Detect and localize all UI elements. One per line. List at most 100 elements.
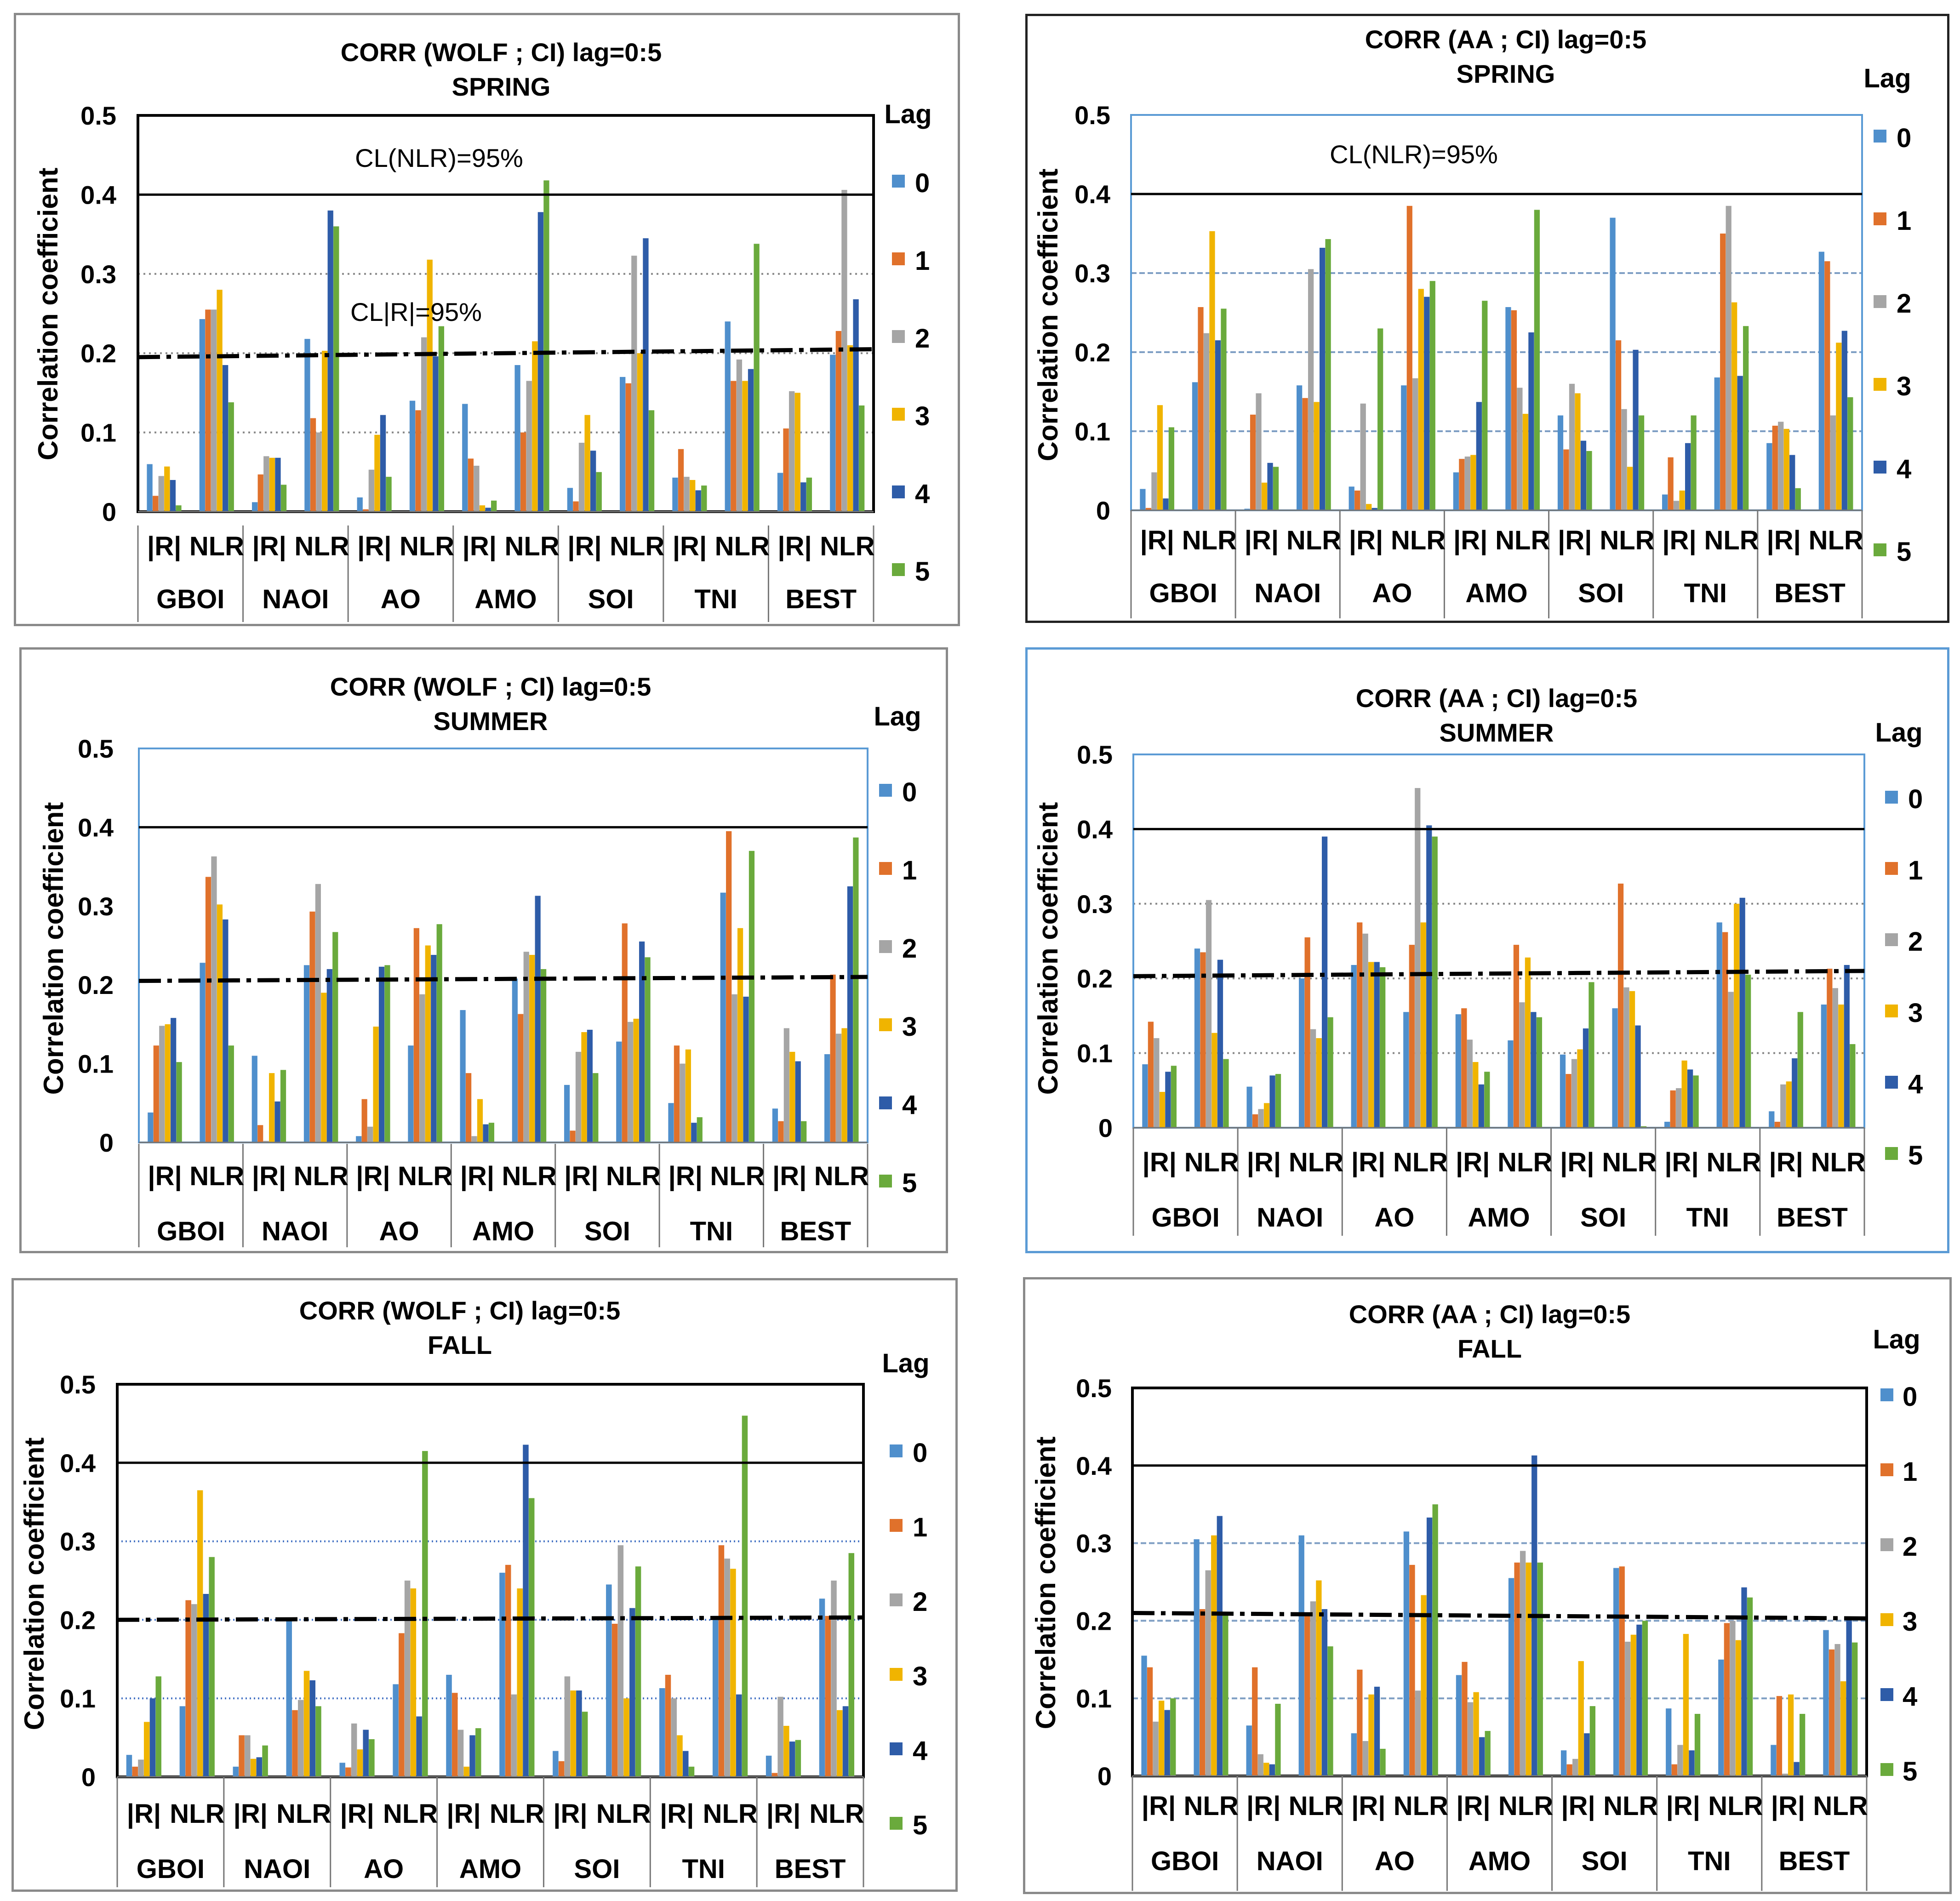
bar-gboi-nlr-lag4 bbox=[1217, 959, 1223, 1128]
bar-amo-nlr-lag0 bbox=[499, 1572, 505, 1777]
x-category-label: NAOI bbox=[1254, 578, 1321, 608]
x-sub-label-nlr: NLR bbox=[1391, 525, 1446, 555]
bar-amo-r--lag1 bbox=[452, 1693, 458, 1777]
bar-gboi-nlr-lag3 bbox=[1211, 1033, 1217, 1128]
bar-best-r--lag1 bbox=[778, 1121, 784, 1142]
bar-soi-r--lag3 bbox=[1575, 393, 1581, 510]
bar-tni-r--lag1 bbox=[1671, 1764, 1677, 1776]
chart-subtitle: SPRING bbox=[452, 72, 551, 101]
x-category-label: TNI bbox=[1688, 1846, 1731, 1876]
x-category-label: NAOI bbox=[262, 584, 329, 614]
bar-best-r--lag5 bbox=[795, 1740, 801, 1777]
bar-best-nlr-lag4 bbox=[1841, 331, 1847, 510]
bar-naoi-r--lag4 bbox=[1269, 1764, 1275, 1776]
legend-label-lag4: 4 bbox=[902, 1090, 917, 1120]
x-sub-label-nlr: NLR bbox=[1394, 1791, 1448, 1821]
legend-label-lag1: 1 bbox=[902, 856, 917, 885]
bar-tni-r--lag4 bbox=[1689, 1750, 1695, 1776]
legend-swatch-lag3 bbox=[890, 1668, 903, 1681]
bar-soi-nlr-lag5 bbox=[635, 1566, 641, 1777]
bar-best-r--lag4 bbox=[1789, 455, 1795, 510]
chart-svg: CORR (AA ; CI) lag=0:5 FALL Correlation co… bbox=[1030, 1300, 1920, 1891]
bar-gboi-nlr-lag0 bbox=[200, 963, 206, 1142]
legend-label-lag2: 2 bbox=[1897, 289, 1911, 319]
bar-ao-nlr-lag5 bbox=[438, 326, 445, 512]
x-sub-label-r: |R| bbox=[463, 531, 497, 561]
chart-title: CORR (WOLF ; CI) lag=0:5 bbox=[299, 1296, 620, 1325]
bar-amo-nlr-lag1 bbox=[505, 1564, 511, 1777]
y-tick-label: 0 bbox=[1096, 496, 1110, 525]
bar-soi-nlr-lag2 bbox=[628, 1022, 634, 1142]
x-sub-label-r: |R| bbox=[766, 1799, 800, 1829]
bar-best-r--lag3 bbox=[794, 393, 800, 512]
bar-amo-nlr-lag5 bbox=[541, 969, 547, 1142]
x-category-label: AMO bbox=[1469, 1846, 1531, 1876]
bar-ao-r--lag0 bbox=[1351, 965, 1357, 1128]
bar-gboi-nlr-lag4 bbox=[223, 919, 229, 1142]
bar-ao-nlr-lag0 bbox=[408, 1045, 414, 1142]
bar-amo-nlr-lag0 bbox=[1508, 1578, 1514, 1776]
plot-area-border bbox=[1130, 114, 1863, 511]
bar-amo-r--lag4 bbox=[1476, 402, 1482, 510]
bar-naoi-nlr-lag2 bbox=[1310, 1601, 1316, 1776]
bar-soi-nlr-lag5 bbox=[648, 410, 655, 512]
x-sub-label-r: |R| bbox=[148, 1161, 182, 1191]
x-category-label: GBOI bbox=[1151, 1203, 1219, 1233]
bar-ao-nlr-lag5 bbox=[1429, 281, 1435, 510]
y-tick-label: 0 bbox=[1097, 1762, 1112, 1791]
legend-swatch-lag3 bbox=[879, 1018, 892, 1031]
bar-amo-r--lag0 bbox=[1455, 1014, 1461, 1128]
x-sub-label-nlr: NLR bbox=[1811, 1147, 1866, 1177]
bar-gboi-r--lag4 bbox=[149, 1698, 156, 1777]
legend-swatch-lag0 bbox=[879, 784, 892, 797]
y-tick-label: 0.3 bbox=[80, 260, 116, 289]
bar-ao-nlr-lag0 bbox=[409, 400, 416, 512]
legend-label-lag2: 2 bbox=[1903, 1532, 1917, 1562]
legend-label-lag3: 3 bbox=[915, 401, 930, 431]
bar-gboi-r--lag4 bbox=[1165, 1072, 1171, 1128]
chart-svg: CORR (AA ; CI) lag=0:5 SUMMER Correlation … bbox=[1033, 684, 1923, 1236]
x-category-label: SOI bbox=[574, 1854, 620, 1884]
bar-tni-r--lag3 bbox=[685, 1049, 691, 1142]
x-category-label: AO bbox=[364, 1854, 404, 1884]
x-category-label: TNI bbox=[682, 1854, 725, 1884]
chart-svg: CORR (WOLF ; CI) lag=0:5 FALL Correlation … bbox=[19, 1296, 930, 1887]
x-sub-label-r: |R| bbox=[357, 531, 391, 561]
bar-amo-nlr-lag3 bbox=[1526, 1562, 1531, 1776]
bar-ao-r--lag3 bbox=[1368, 1694, 1374, 1776]
bar-soi-r--lag4 bbox=[1580, 440, 1587, 510]
x-sub-label-nlr: NLR bbox=[189, 531, 244, 561]
bar-gboi-nlr-lag5 bbox=[228, 402, 234, 512]
y-tick-label: 0.3 bbox=[60, 1527, 96, 1556]
y-tick-label: 0.1 bbox=[60, 1684, 96, 1713]
legend-title: Lag bbox=[1875, 718, 1922, 748]
bar-amo-nlr-lag3 bbox=[1522, 414, 1529, 510]
x-category-label: BEST bbox=[1779, 1846, 1850, 1876]
legend-swatch-lag1 bbox=[879, 862, 892, 875]
bar-gboi-r--lag3 bbox=[1157, 405, 1163, 510]
chart-panel-aa-summer: CORR (AA ; CI) lag=0:5 SUMMER Correlation … bbox=[1025, 647, 1949, 1253]
bar-naoi-nlr-lag5 bbox=[1327, 1646, 1333, 1776]
bar-soi-r--lag0 bbox=[1560, 1054, 1566, 1128]
bar-amo-nlr-lag0 bbox=[512, 978, 518, 1142]
legend-swatch-lag0 bbox=[1874, 130, 1886, 143]
bar-tni-r--lag5 bbox=[697, 1117, 703, 1142]
legend-swatch-lag3 bbox=[1885, 1005, 1898, 1017]
bar-best-nlr-lag0 bbox=[1818, 251, 1824, 510]
bar-ao-nlr-lag2 bbox=[404, 1581, 411, 1777]
x-sub-label-nlr: NLR bbox=[820, 531, 874, 561]
x-category-label: AO bbox=[1372, 578, 1412, 608]
bar-naoi-nlr-lag4 bbox=[327, 210, 333, 512]
bar-soi-r--lag0 bbox=[1557, 415, 1564, 510]
bar-amo-r--lag1 bbox=[468, 458, 474, 512]
x-sub-label-nlr: NLR bbox=[610, 531, 664, 561]
legend-title: Lag bbox=[884, 99, 931, 129]
bar-naoi-r--lag0 bbox=[252, 502, 258, 512]
bar-best-r--lag2 bbox=[777, 1696, 783, 1777]
bar-naoi-r--lag3 bbox=[269, 457, 275, 512]
x-sub-label-nlr: NLR bbox=[383, 1799, 438, 1829]
bar-tni-r--lag3 bbox=[677, 1735, 683, 1777]
bar-gboi-r--lag0 bbox=[1141, 1656, 1147, 1776]
bar-ao-nlr-lag1 bbox=[399, 1633, 405, 1777]
x-sub-label-r: |R| bbox=[1766, 525, 1800, 555]
